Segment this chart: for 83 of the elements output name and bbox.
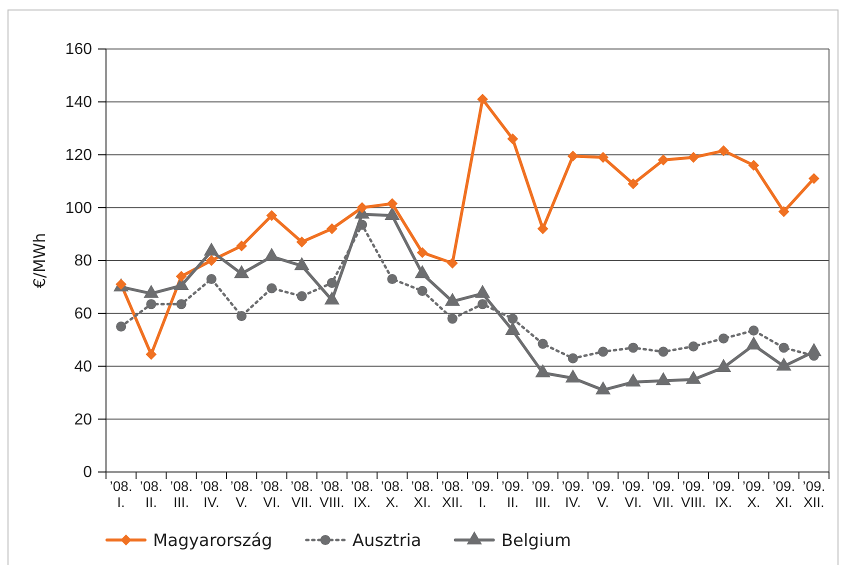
- legend-label: Belgium: [501, 531, 572, 551]
- x-tick-label: ’08. X.: [380, 478, 404, 510]
- y-tick-label: 20: [74, 411, 92, 428]
- y-axis-title: €/MWh: [30, 232, 49, 288]
- point: [206, 255, 217, 266]
- x-tick-label: ’09. VIII.: [680, 478, 706, 510]
- x-tick-label: ’09. IX.: [712, 478, 735, 510]
- point: [266, 283, 277, 294]
- x-tick-label: ’09. I.: [471, 478, 494, 510]
- point: [748, 160, 760, 171]
- y-tick-label: 0: [83, 464, 92, 482]
- point: [236, 240, 248, 252]
- legend-label: Ausztria: [352, 531, 422, 551]
- point: [416, 247, 428, 258]
- point: [116, 322, 126, 332]
- point: [146, 348, 157, 360]
- x-tick-label: ’08. IX.: [350, 478, 374, 510]
- x-tick-label: ’09. X.: [742, 478, 765, 510]
- point: [778, 206, 790, 218]
- point: [598, 152, 609, 163]
- point: [568, 353, 578, 364]
- point: [628, 178, 639, 190]
- y-tick-label: 40: [74, 358, 92, 376]
- point: [688, 341, 698, 352]
- point: [718, 333, 729, 344]
- x-tick-label: ’09. II.: [501, 478, 524, 510]
- point: [417, 286, 428, 296]
- point: [748, 326, 759, 336]
- point: [236, 310, 247, 322]
- point: [357, 220, 368, 230]
- point: [628, 342, 638, 353]
- point: [508, 314, 518, 324]
- point: [326, 278, 337, 288]
- x-tick-label: ’08. XI.: [411, 478, 434, 510]
- y-tick-label: 160: [65, 41, 92, 58]
- point: [206, 274, 216, 284]
- x-tick-label: ’08. VI.: [260, 478, 283, 510]
- x-tick-label: ’09. III.: [532, 478, 554, 510]
- point: [808, 173, 820, 184]
- point: [538, 338, 548, 349]
- point: [296, 291, 307, 302]
- x-tick-label: ’09. VI.: [622, 478, 644, 510]
- point: [477, 94, 488, 105]
- point: [567, 150, 578, 162]
- point: [176, 270, 187, 282]
- point: [326, 223, 338, 234]
- x-tick-label: ’08. VII.: [290, 478, 314, 510]
- x-tick-label: ’09. XI.: [772, 478, 796, 510]
- x-tick-label: ’08. XII.: [441, 478, 464, 510]
- point: [146, 299, 156, 310]
- y-tick-label: 120: [65, 146, 92, 164]
- point: [387, 274, 398, 284]
- point: [688, 152, 699, 163]
- y-tick-label: 100: [65, 200, 92, 217]
- x-tick-label: ’08. III.: [170, 478, 193, 510]
- point: [718, 145, 730, 156]
- point: [446, 258, 458, 269]
- y-tick-label: 140: [65, 94, 92, 111]
- point: [507, 133, 518, 144]
- x-tick-label: ’08. V.: [230, 478, 253, 510]
- x-tick-label: ’09. IV.: [562, 478, 584, 510]
- point: [478, 299, 488, 310]
- point: [658, 154, 669, 166]
- point: [658, 346, 668, 357]
- x-tick-label: ’08. VIII.: [319, 478, 344, 510]
- point: [176, 299, 186, 310]
- point: [386, 198, 398, 210]
- x-tick-label: ’08. I.: [110, 478, 132, 510]
- point: [266, 210, 278, 222]
- y-tick-label: 80: [74, 252, 92, 270]
- x-tick-label: ’08. IV.: [200, 478, 223, 510]
- point: [447, 314, 458, 324]
- point: [537, 223, 548, 234]
- point: [598, 346, 608, 357]
- x-tick-label: ’09. VII.: [652, 478, 675, 510]
- point: [778, 342, 789, 353]
- x-tick-label: ’08. II.: [140, 478, 162, 510]
- x-tick-label: ’09. XII.: [802, 478, 826, 510]
- x-tick-label: ’09. V.: [592, 478, 614, 510]
- y-tick-label: 60: [74, 305, 92, 322]
- point: [356, 202, 368, 214]
- legend-label: Magyarország: [153, 531, 272, 551]
- point: [296, 236, 308, 248]
